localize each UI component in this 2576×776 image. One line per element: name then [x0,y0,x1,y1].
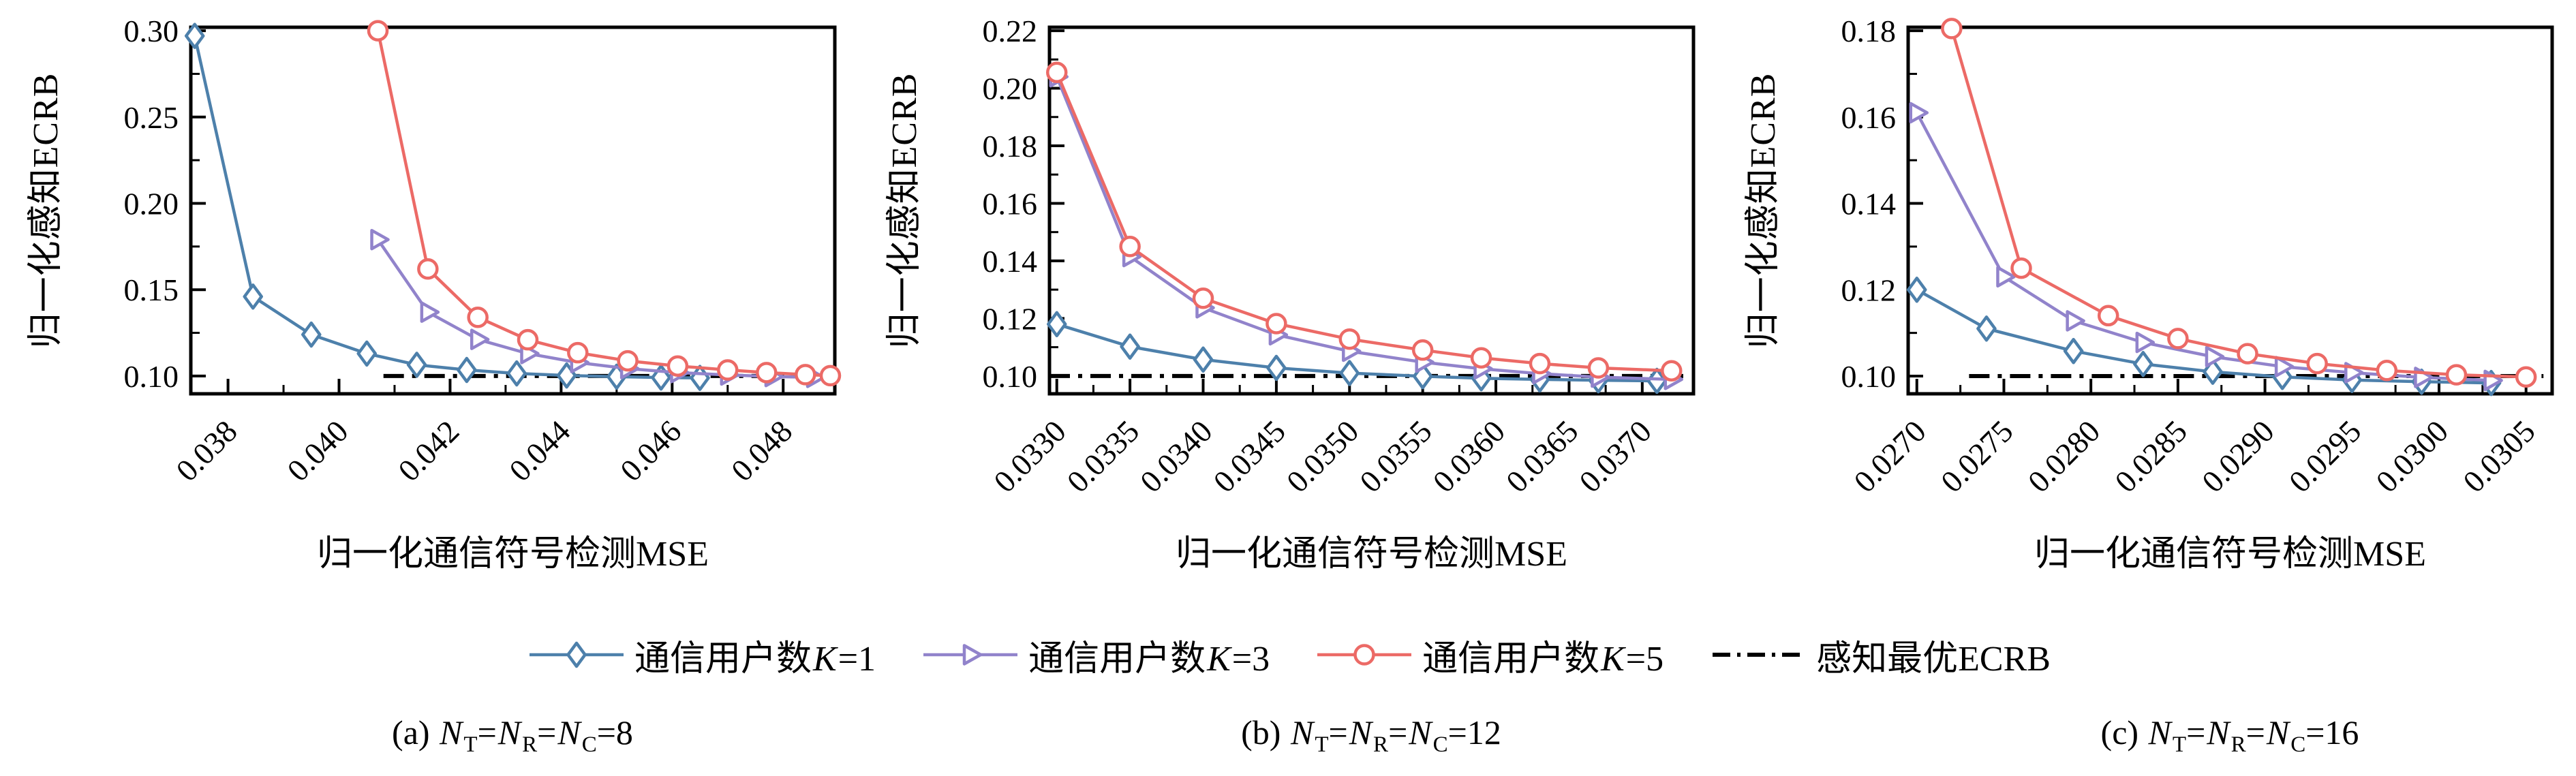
chart-b-canvas: 0.03300.03350.03400.03450.03500.03550.03… [983,14,1696,499]
svg-text:0.0295: 0.0295 [2282,414,2368,499]
svg-text:0.14: 0.14 [983,244,1038,279]
series-k5 [1941,18,2537,388]
svg-text:0.15: 0.15 [124,273,179,307]
chart-a: 0.038 0.040 0.042 0.044 0.046 0.048 0.10 0.15 0.… [0,0,859,600]
svg-text:0.0340: 0.0340 [1133,414,1219,499]
svg-text:0.20: 0.20 [983,72,1038,106]
caption-a: (a) NT=NR=NC=8 [392,713,633,757]
svg-text:0.0335: 0.0335 [1060,414,1146,499]
svg-text:0.0330: 0.0330 [987,414,1073,499]
legend-label-k5: 通信用户数K=5 [1422,639,1664,679]
plot-frame [189,25,837,396]
svg-text:0.14: 0.14 [1841,187,1897,221]
svg-text:0.044: 0.044 [502,414,577,488]
legend-item-k5: 通信用户数K=5 [1313,630,1663,681]
series-k5 [1045,61,1683,382]
svg-text:0.10: 0.10 [124,359,179,394]
y-axis-label: 归一化感知ECRB [27,72,65,349]
svg-text:0.0365: 0.0365 [1499,414,1585,499]
series-k3 [1909,102,2503,392]
captions-row: (a) NT=NR=NC=8 (b) NT=NR=NC=12 (c) NT=NR… [0,696,2576,776]
y-axis: 0.10 0.12 0.14 0.16 0.18 [1841,14,1923,394]
x-axis: 0.03300.03350.03400.03450.03500.03550.03… [987,379,1658,499]
svg-text:0.0270: 0.0270 [1847,414,1933,499]
svg-text:0.040: 0.040 [280,414,354,488]
svg-text:0.0305: 0.0305 [2456,414,2542,499]
charts-row: 0.038 0.040 0.042 0.044 0.046 0.048 0.10 0.15 0.… [0,0,2576,600]
series-k1 [1046,311,1668,394]
circle-marker-icon [1317,644,1412,666]
x-axis-label: 归一化通信符号检测MSE [2034,535,2426,574]
svg-text:0.25: 0.25 [124,100,179,135]
triangle-right-marker-icon [923,644,1018,666]
legend-item-k1: 通信用户数K=1 [525,630,876,681]
legend-item-k3: 通信用户数K=3 [919,630,1270,681]
svg-text:0.12: 0.12 [983,301,1038,336]
svg-text:0.038: 0.038 [169,414,243,488]
svg-text:0.22: 0.22 [983,14,1038,48]
svg-text:0.18: 0.18 [983,129,1038,164]
svg-text:0.0285: 0.0285 [2108,414,2194,499]
legend: 通信用户数K=1 通信用户数K=3 通信用户数K=5 感知最优ECRB [0,613,2576,696]
legend-label-k1: 通信用户数K=1 [634,639,876,679]
chart-c-canvas: 0.0270 0.0275 0.0280 0.0285 0.0290 0.0295 0.03… [1841,14,2554,499]
plot-frame [1906,25,2554,396]
x-axis-label: 归一化通信符号检测MSE [1176,535,1567,574]
svg-text:0.0345: 0.0345 [1206,414,1292,499]
svg-text:0.20: 0.20 [124,186,179,221]
chart-c: 0.0270 0.0275 0.0280 0.0285 0.0290 0.0295 0.03… [1717,0,2576,600]
svg-text:0.30: 0.30 [124,14,179,48]
legend-item-ecrb: 感知最优ECRB [1707,630,2051,681]
svg-text:0.0350: 0.0350 [1280,414,1366,499]
chart-a-canvas: 0.038 0.040 0.042 0.044 0.046 0.0480.100.150.… [124,14,842,488]
caption-c: (c) NT=NR=NC=16 [2100,713,2359,757]
svg-text:0.048: 0.048 [724,414,799,488]
x-axis: 0.0270 0.0275 0.0280 0.0285 0.0290 0.0295 0.03… [1847,379,2542,499]
svg-text:0.16: 0.16 [983,186,1038,221]
diamond-marker-icon [530,641,624,668]
svg-text:0.0355: 0.0355 [1353,414,1439,499]
svg-text:0.0360: 0.0360 [1426,414,1512,499]
legend-label-k3: 通信用户数K=3 [1028,639,1270,679]
y-axis: 0.10 0.12 0.14 0.16 0.18 0.20 0.22 [983,14,1064,394]
legend-label-ecrb: 感知最优ECRB [1816,639,2051,679]
svg-text:0.0275: 0.0275 [1934,414,2020,499]
dashdot-line-icon [1713,653,1805,657]
svg-text:0.0300: 0.0300 [2370,414,2455,499]
series-k3 [370,228,826,388]
svg-text:0.12: 0.12 [1841,273,1897,307]
caption-b: (b) NT=NR=NC=12 [1241,713,1501,757]
plot-frame [1047,25,1696,396]
series-k1 [184,22,710,391]
svg-text:0.10: 0.10 [1841,359,1897,394]
svg-text:0.18: 0.18 [1841,14,1897,48]
svg-text:0.16: 0.16 [1841,100,1897,135]
series-k5 [367,20,842,387]
svg-text:0.0280: 0.0280 [2021,414,2107,499]
x-axis-label: 归一化通信符号检测MSE [317,535,709,574]
svg-text:0.042: 0.042 [391,414,465,488]
y-axis-label: 归一化感知ECRB [1744,72,1783,349]
y-axis: 0.10 0.15 0.20 0.25 0.30 [124,14,206,394]
svg-text:0.0370: 0.0370 [1572,414,1658,499]
chart-b: 0.0330 0.0335 0.0340 0.0345 0.0350 0.0355 0.03… [859,0,1717,600]
svg-text:0.10: 0.10 [983,359,1038,394]
svg-text:0.046: 0.046 [613,414,688,488]
svg-text:0.0290: 0.0290 [2195,414,2281,499]
y-axis-label: 归一化感知ECRB [885,72,924,349]
